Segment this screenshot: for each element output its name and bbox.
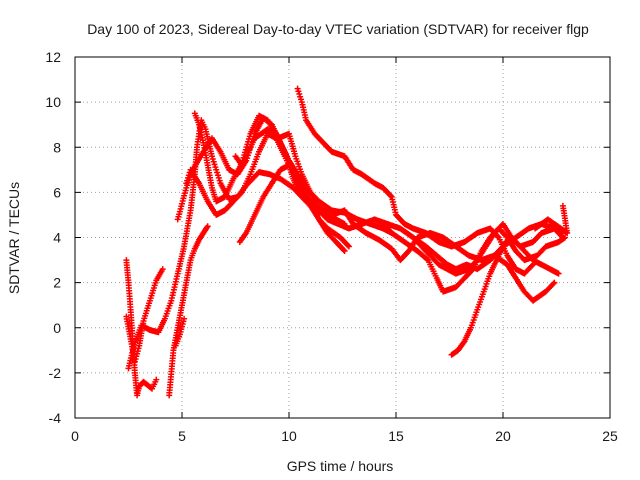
y-tick-label: -2 xyxy=(49,365,62,381)
data-points xyxy=(172,315,188,349)
y-tick-label: 12 xyxy=(45,49,61,65)
x-tick-label: 15 xyxy=(388,428,404,444)
x-tick-label: 5 xyxy=(178,428,186,444)
y-tick-label: 0 xyxy=(53,320,61,336)
data-points xyxy=(448,234,562,358)
series-track-4 xyxy=(166,223,211,399)
series-track-14 xyxy=(448,234,562,358)
series-track-11 xyxy=(294,85,536,277)
data-points xyxy=(294,85,536,277)
y-tick-label: 2 xyxy=(53,275,61,291)
x-tick-label: 20 xyxy=(495,428,511,444)
plot-frame xyxy=(74,56,611,419)
x-tick-label: 10 xyxy=(281,428,297,444)
y-tick-label: 4 xyxy=(53,230,61,246)
series-track-5 xyxy=(172,315,188,349)
x-axis-label: GPS time / hours xyxy=(287,458,394,474)
y-tick-label: 6 xyxy=(53,184,61,200)
y-tick-label: -4 xyxy=(49,410,62,426)
ticks: 0 5 10 15 20 25 -4 -2 0 2 4 6 8 10 12 xyxy=(45,49,618,444)
x-tick-label: 25 xyxy=(602,428,618,444)
y-axis-label: SDTVAR / TECUs xyxy=(6,182,22,294)
x-tick-label: 0 xyxy=(71,428,79,444)
chart-title: Day 100 of 2023, Sidereal Day-to-day VTE… xyxy=(87,21,589,37)
y-tick-label: 8 xyxy=(53,139,61,155)
data-points xyxy=(166,223,211,399)
data-points xyxy=(532,202,571,236)
y-tick-label: 10 xyxy=(45,94,61,110)
series-track-15 xyxy=(532,202,571,236)
series-marks xyxy=(123,85,571,399)
